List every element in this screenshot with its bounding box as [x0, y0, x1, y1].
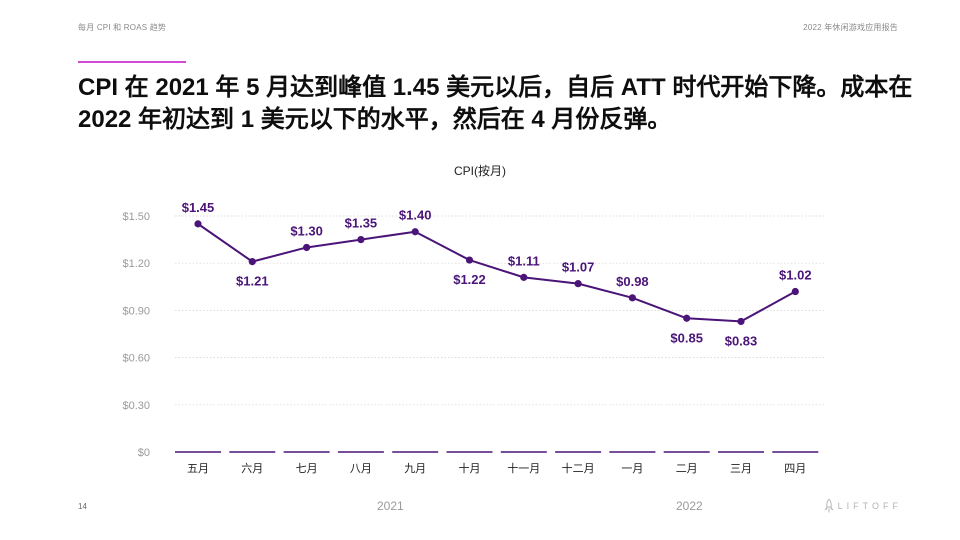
x-tick-label: 八月	[350, 463, 372, 475]
y-tick-label: $0.90	[122, 305, 150, 317]
x-tick-label: 五月	[187, 463, 209, 475]
data-label: $1.21	[236, 274, 269, 289]
x-tick-label: 七月	[296, 462, 318, 475]
data-label: $0.85	[670, 330, 703, 345]
x-tick-label: 九月	[404, 462, 426, 475]
y-tick-label: $0.60	[122, 353, 150, 365]
data-point	[737, 317, 745, 326]
x-tick-label: 十二月	[562, 461, 595, 475]
y-tick-label: $1.50	[122, 211, 150, 223]
accent-bar	[78, 61, 186, 63]
x-tick-label: 三月	[730, 463, 752, 475]
data-point	[357, 236, 365, 244]
data-label: $1.02	[779, 268, 812, 283]
y-tick-label: $1.20	[122, 258, 150, 270]
liftoff-logo: LIFTOFF	[823, 499, 902, 513]
chart-title: CPI(按月)	[454, 164, 506, 178]
rocket-icon	[823, 499, 834, 513]
data-label: $1.22	[453, 272, 486, 287]
data-label: $1.35	[345, 216, 378, 231]
data-label: $1.07	[562, 260, 595, 275]
logo-text: LIFTOFF	[837, 501, 902, 511]
y-tick-label: $0	[138, 447, 150, 459]
page-number: 14	[78, 502, 87, 511]
data-point	[574, 280, 582, 288]
year-label-2022: 2022	[676, 499, 703, 513]
data-label: $0.98	[616, 274, 649, 289]
x-tick-label: 十一月	[507, 461, 540, 475]
data-point	[520, 273, 528, 281]
data-points	[194, 220, 799, 326]
data-label: $1.30	[290, 223, 323, 238]
x-tick-label: 六月	[241, 462, 263, 475]
data-point	[683, 314, 691, 322]
data-label: $1.45	[182, 200, 215, 215]
data-label: $0.83	[725, 333, 758, 348]
data-labels: $1.45 $1.21 $1.30 $1.35 $1.40 $1.22 $1.11 $1.07…	[182, 200, 812, 349]
x-axis-ticks: 五月 六月 七月 八月 九月 十月 十一月 十二月 一月 二月 三月 四月	[187, 461, 806, 475]
x-tick-label: 二月	[676, 463, 698, 475]
data-point	[791, 287, 799, 296]
data-label: $1.40	[399, 208, 432, 223]
data-point	[465, 256, 474, 264]
y-tick-label: $0.30	[122, 400, 150, 412]
header-report-title: 2022 年休闲游戏应用报告	[803, 23, 898, 32]
x-tick-label: 十月	[459, 461, 481, 475]
data-point	[628, 294, 637, 302]
data-point	[303, 243, 311, 252]
data-label: $1.11	[508, 253, 540, 268]
data-point	[194, 220, 202, 228]
headline: CPI 在 2021 年 5 月达到峰值 1.45 美元以后，自后 ATT 时代…	[78, 74, 913, 133]
data-point	[248, 258, 256, 266]
grid-layer	[175, 215, 825, 406]
x-tick-label: 四月	[784, 463, 806, 475]
data-point	[411, 228, 419, 236]
series-line	[197, 223, 796, 323]
series-line-layer	[197, 223, 796, 323]
year-label-2021: 2021	[377, 499, 404, 513]
x-tick-label: 一月	[621, 463, 643, 475]
y-axis-ticks: $0 $0.30 $0.60 $0.90 $1.20 $1.50	[122, 211, 150, 459]
header-section-title: 每月 CPI 和 ROAS 趋势	[78, 23, 167, 32]
